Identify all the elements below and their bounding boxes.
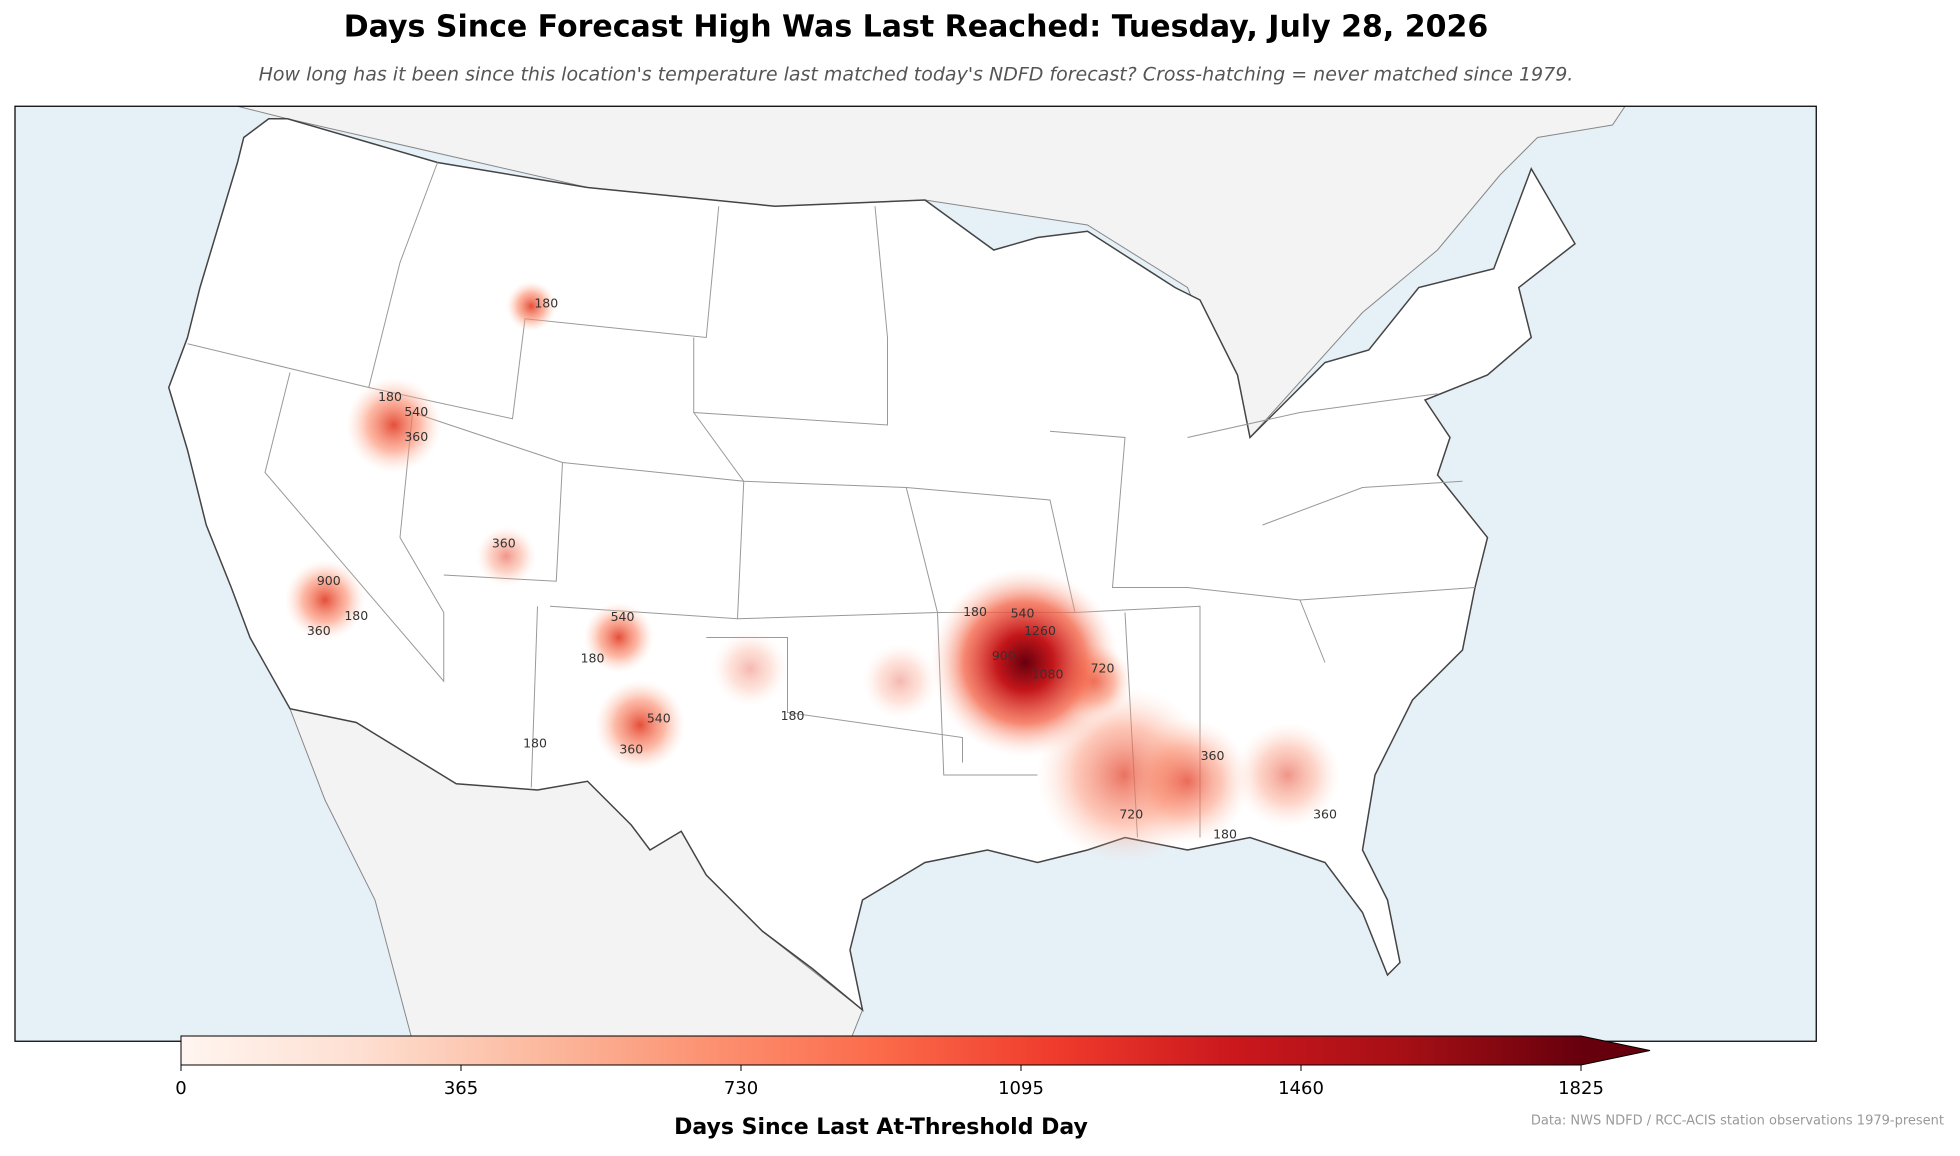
contour-label: 180 — [534, 295, 558, 310]
contour-label: 360 — [619, 742, 643, 757]
colorbar-tick-label: 730 — [724, 1078, 758, 1099]
contour-label: 180 — [581, 650, 605, 665]
contour-label: 360 — [1313, 807, 1337, 822]
contour-label: 900 — [992, 648, 1016, 663]
colorbar-tick-label: 1095 — [998, 1078, 1044, 1099]
contour-label: 1080 — [1032, 667, 1064, 682]
contour-label: 1260 — [1024, 623, 1056, 638]
colorbar-tick-label: 0 — [175, 1078, 186, 1099]
contour-label: 900 — [317, 573, 341, 588]
subtitle: How long has it been since this location… — [259, 64, 1574, 86]
contour-label: 540 — [611, 609, 635, 624]
title: Days Since Forecast High Was Last Reache… — [344, 10, 1488, 45]
contour-labels: 1801805403609001803603605401805403601801… — [307, 295, 1337, 841]
contour-label: 540 — [647, 710, 671, 725]
contour-label: 180 — [523, 735, 547, 750]
source-note: Data: NWS NDFD / RCC-ACIS station observ… — [1531, 1114, 1944, 1129]
colorbar: 0 365 730 1095 1460 1825 Days Since Last At-Th… — [175, 1035, 1651, 1140]
colorbar-frame — [180, 1035, 1651, 1066]
contour-label: 360 — [404, 429, 428, 444]
contour-label: 540 — [404, 404, 428, 419]
colorbar-tick-label: 365 — [444, 1078, 478, 1099]
contour-label: 180 — [378, 389, 402, 404]
contour-label: 180 — [963, 604, 987, 619]
colorbar-tick-label: 1460 — [1278, 1078, 1324, 1099]
contour-label: 180 — [1213, 827, 1237, 842]
map: 1801805403609001803603605401805403601801… — [14, 105, 1817, 1042]
contour-label: 720 — [1119, 807, 1143, 822]
colorbar-label: Days Since Last At-Threshold Day — [674, 1115, 1088, 1140]
contour-label: 180 — [344, 608, 368, 623]
contour-label: 360 — [1201, 748, 1225, 763]
contour-label: 720 — [1091, 660, 1115, 675]
heat-field — [285, 281, 1340, 863]
contour-label: 540 — [1011, 605, 1035, 620]
colorbar-gradient — [181, 1036, 1581, 1065]
contour-label: 360 — [492, 535, 516, 550]
contour-label: 360 — [307, 623, 331, 638]
colorbar-tick-label: 1825 — [1558, 1078, 1604, 1099]
contour-label: 180 — [781, 708, 805, 723]
colorbar-extend — [1581, 1036, 1650, 1065]
